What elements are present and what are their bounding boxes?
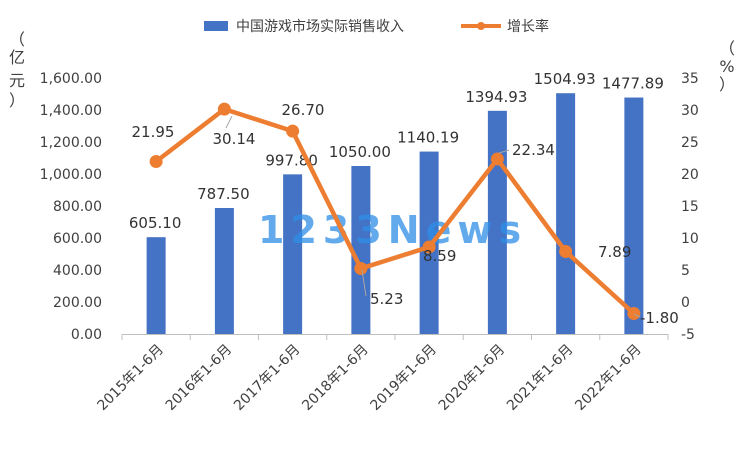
y-right-tick-label: -5 — [681, 327, 695, 343]
y-right-tick-label: 30 — [681, 103, 699, 119]
line-marker — [286, 124, 300, 138]
x-category-label: 2022年1-6月 — [572, 342, 644, 414]
line-data-label: 21.95 — [132, 123, 175, 141]
y-right-tick-label: 5 — [681, 263, 690, 279]
line-marker — [217, 102, 231, 116]
line-data-label: 22.34 — [512, 141, 555, 159]
bar — [146, 237, 166, 334]
x-category-label: 2017年1-6月 — [231, 342, 303, 414]
y-left-tick-label: 600.00 — [53, 231, 102, 247]
line-data-label: 8.59 — [423, 247, 456, 265]
line-data-label: 5.23 — [370, 290, 403, 308]
y-left-tick-label: 1,400.00 — [40, 103, 102, 119]
y-right-unit-char: ） — [719, 75, 735, 94]
line-marker — [422, 240, 436, 254]
y-left-tick-label: 1,000.00 — [40, 167, 102, 183]
bar-data-label: 787.50 — [197, 185, 250, 203]
bar-data-label: 1394.93 — [465, 88, 527, 106]
y-right-unit-char: % — [719, 57, 734, 76]
line-marker — [627, 307, 641, 321]
line-label-leader — [633, 313, 641, 318]
y-left-unit-char: 元 — [9, 71, 25, 90]
y-right-tick-label: 20 — [681, 167, 699, 183]
x-category-label: 2021年1-6月 — [504, 342, 576, 414]
bar — [624, 97, 644, 334]
x-category-label: 2015年1-6月 — [94, 342, 166, 414]
legend-bar-swatch — [204, 21, 228, 31]
bar — [556, 93, 576, 334]
line-data-label: 30.14 — [213, 130, 256, 148]
y-left-unit-char: （ — [9, 30, 25, 49]
bar-data-label: 1050.00 — [329, 143, 391, 161]
bar — [283, 174, 303, 334]
y-right-tick-label: 25 — [681, 135, 699, 151]
y-right-tick-label: 35 — [681, 71, 699, 87]
bar-data-label: 1504.93 — [534, 70, 596, 88]
line-data-label: 26.70 — [282, 101, 325, 119]
legend-line-marker — [477, 22, 485, 30]
y-right-tick-label: 10 — [681, 231, 699, 247]
y-left-unit-char: ） — [9, 91, 25, 110]
y-left-unit-char: 亿 — [9, 48, 25, 67]
line-marker — [149, 155, 163, 169]
line-marker — [559, 245, 573, 259]
bar — [214, 208, 234, 334]
x-category-label: 2016年1-6月 — [163, 342, 235, 414]
line-label-leader — [361, 269, 367, 297]
bar-data-label: 1477.89 — [602, 75, 664, 93]
x-category-label: 2018年1-6月 — [299, 342, 371, 414]
line-label-leader — [498, 149, 510, 154]
y-left-tick-label: 0.00 — [71, 327, 102, 343]
y-left-tick-label: 200.00 — [53, 295, 102, 311]
legend-line-label: 增长率 — [507, 18, 549, 35]
y-left-tick-label: 1,600.00 — [40, 71, 102, 87]
line-data-label: -1.80 — [640, 309, 679, 327]
y-right-tick-label: 0 — [681, 295, 690, 311]
y-left-tick-label: 400.00 — [53, 263, 102, 279]
watermark-text: 1233News — [258, 208, 527, 252]
line-label-leader — [225, 115, 233, 129]
bar-data-label: 1140.19 — [397, 129, 459, 147]
line-series — [153, 106, 637, 316]
line-marker — [490, 152, 504, 166]
y-left-tick-label: 1,200.00 — [40, 135, 102, 151]
legend-bar-label: 中国游戏市场实际销售收入 — [236, 18, 404, 35]
y-right-tick-label: 15 — [681, 199, 699, 215]
y-left-tick-label: 800.00 — [53, 199, 102, 215]
bar-data-label: 605.10 — [129, 214, 182, 232]
line-data-label: 7.89 — [598, 243, 631, 261]
x-category-label: 2019年1-6月 — [367, 342, 439, 414]
x-category-label: 2020年1-6月 — [436, 342, 508, 414]
line-marker — [354, 262, 368, 276]
y-right-unit-char: （ — [719, 39, 735, 58]
